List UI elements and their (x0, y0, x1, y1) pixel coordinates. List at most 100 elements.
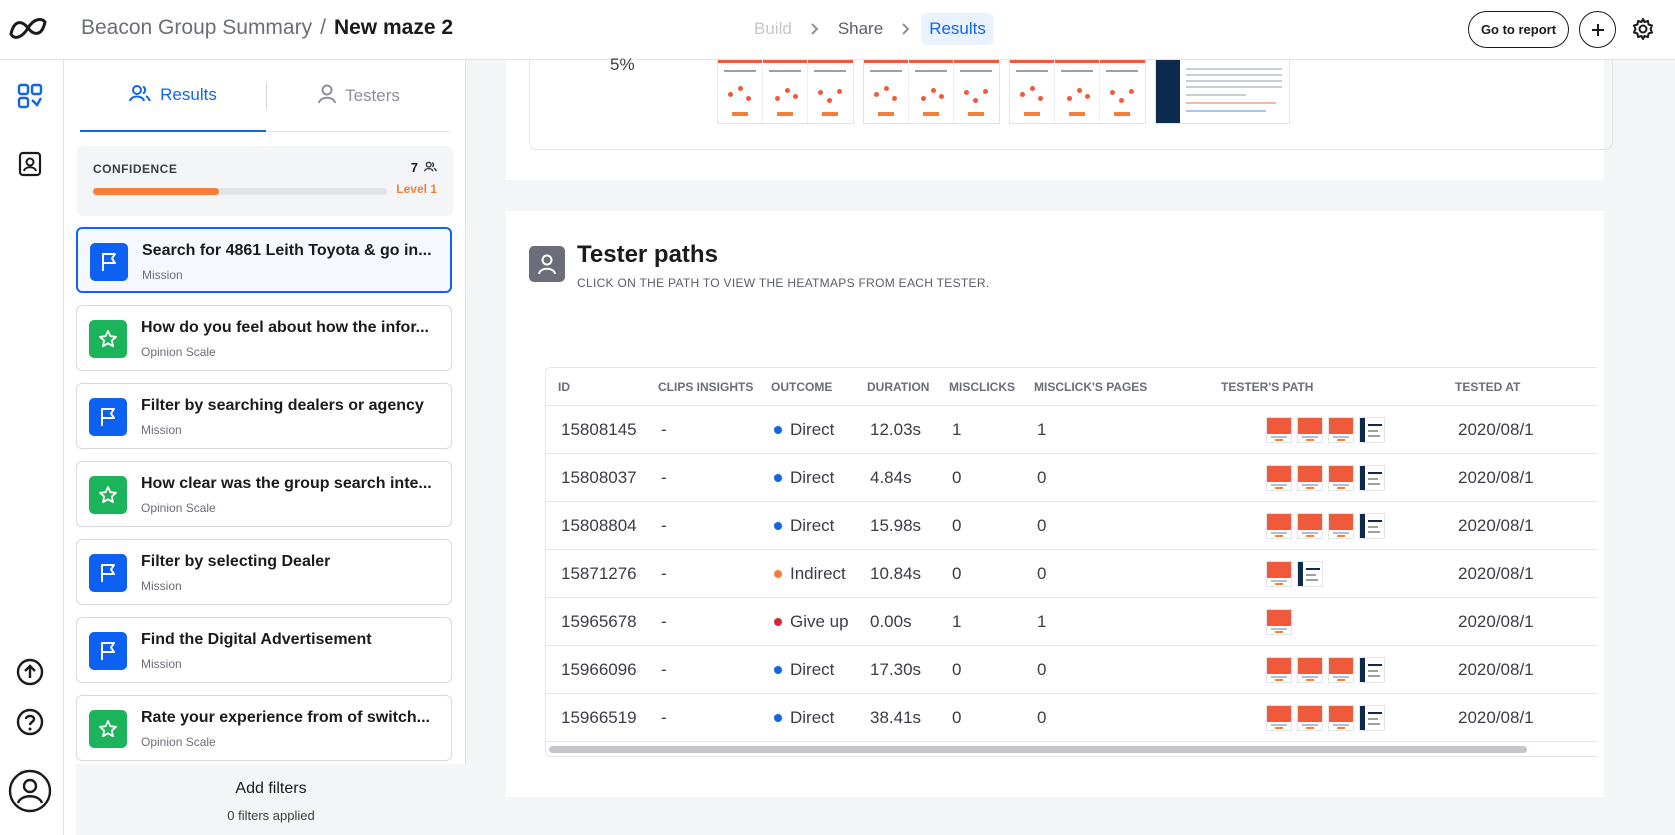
tester-path[interactable] (1266, 705, 1385, 731)
column-header[interactable]: MISCLICK'S PAGES (1034, 380, 1148, 394)
table-row[interactable]: 15966096 - Direct 17.30s 0 0 2020/08/1 (546, 646, 1597, 694)
tab-testers[interactable]: Testers (268, 60, 450, 132)
screen-thumbnail[interactable] (1328, 417, 1354, 443)
block-item[interactable]: Filter by selecting Dealer Mission (76, 539, 452, 605)
star-icon (89, 710, 127, 748)
tester-id[interactable]: 15808037 (561, 468, 637, 487)
path-screens-group[interactable] (863, 60, 1000, 124)
screen-thumbnail[interactable] (1359, 465, 1385, 491)
table-row[interactable]: 15808037 - Direct 4.84s 0 0 2020/08/1 (546, 454, 1597, 502)
column-header[interactable]: TESTED AT (1455, 380, 1521, 394)
tester-paths-title: Tester paths (577, 241, 718, 268)
tester-id[interactable]: 15965678 (561, 612, 637, 631)
table-row[interactable]: 15808804 - Direct 15.98s 0 0 2020/08/1 (546, 502, 1597, 550)
dashboard-screen-thumbnail[interactable] (1155, 60, 1290, 124)
table-row[interactable]: 15871276 - Indirect 10.84s 0 0 2020/08/1 (546, 550, 1597, 598)
chevron-right-icon (800, 12, 830, 46)
tester-path[interactable] (1266, 465, 1385, 491)
main-content: 5% (466, 55, 1675, 835)
breadcrumb-project[interactable]: Beacon Group Summary (81, 16, 313, 39)
flag-icon (89, 554, 127, 592)
block-item[interactable]: How clear was the group search inte... Op… (76, 461, 452, 527)
dashboard-icon[interactable] (10, 76, 50, 116)
screen-thumbnail[interactable] (1266, 657, 1292, 683)
block-item[interactable]: How do you feel about how the infor... Op… (76, 305, 452, 371)
screen-thumbnail[interactable] (1328, 465, 1354, 491)
path-screens-group[interactable] (1009, 60, 1146, 124)
tester-path[interactable] (1266, 513, 1385, 539)
screen-thumbnail[interactable] (1297, 513, 1323, 539)
outcome: Direct (774, 708, 834, 728)
screen-thumbnail[interactable] (1266, 609, 1292, 635)
upload-icon[interactable] (10, 652, 50, 692)
help-icon[interactable] (10, 702, 50, 742)
screen-thumbnail[interactable] (1297, 657, 1323, 683)
clips-insights: - (661, 612, 667, 631)
tester-path[interactable] (1266, 417, 1385, 443)
block-type: Mission (141, 657, 182, 671)
tab-testers-label: Testers (345, 86, 400, 105)
block-item[interactable]: Search for 4861 Leith Toyota & go in... M… (76, 227, 452, 293)
screen-thumbnail[interactable] (1359, 513, 1385, 539)
tester-id[interactable]: 15966096 (561, 660, 637, 679)
block-item[interactable]: Rate your experience from of switch... Op… (76, 695, 452, 761)
table-row[interactable]: 15808145 - Direct 12.03s 1 1 2020/08/1 (546, 406, 1597, 454)
screen-thumbnail[interactable] (1328, 513, 1354, 539)
filters-footer[interactable]: Add filters 0 filters applied (76, 764, 466, 835)
screen-thumbnail[interactable] (1266, 561, 1292, 587)
screen-thumbnail[interactable] (1297, 705, 1323, 731)
tester-id[interactable]: 15871276 (561, 564, 637, 583)
tester-id[interactable]: 15808804 (561, 516, 637, 535)
plus-icon[interactable] (1579, 11, 1616, 48)
breadcrumb-maze-name[interactable]: New maze 2 (333, 16, 454, 39)
gear-icon[interactable] (1627, 13, 1659, 45)
go-to-report-button[interactable]: Go to report (1468, 11, 1569, 48)
scrollbar-thumb[interactable] (549, 746, 1527, 753)
duration: 12.03s (870, 420, 922, 439)
column-header[interactable]: OUTCOME (771, 380, 833, 394)
screen-thumbnail[interactable] (1266, 705, 1292, 731)
step-build[interactable]: Build (754, 19, 792, 38)
tester-id[interactable]: 15966519 (561, 708, 637, 727)
path-screens-group[interactable] (717, 60, 854, 124)
misclicks: 1 (952, 420, 962, 439)
tester-paths-card: Tester paths CLICK ON THE PATH TO VIEW T… (506, 211, 1604, 797)
tester-id[interactable]: 15808145 (561, 420, 637, 439)
tester-path[interactable] (1266, 561, 1323, 587)
screen-thumbnail[interactable] (1297, 465, 1323, 491)
screen-thumbnail[interactable] (1297, 417, 1323, 443)
horizontal-scrollbar[interactable] (546, 744, 1597, 754)
contacts-book-icon[interactable] (10, 144, 50, 184)
breadcrumb: Beacon Group Summary / New maze 2 (81, 16, 453, 40)
block-item[interactable]: Filter by searching dealers or agency Mis… (76, 383, 452, 449)
screen-thumbnail[interactable] (1359, 705, 1385, 731)
tester-path[interactable] (1266, 657, 1385, 683)
block-item[interactable]: Find the Digital Advertisement Mission (76, 617, 452, 683)
column-header[interactable]: MISCLICKS (949, 380, 1015, 394)
table-row[interactable]: 15965678 - Give up 0.00s 1 1 2020/08/1 (546, 598, 1597, 646)
add-filters-button[interactable]: Add filters (235, 780, 307, 797)
step-results[interactable]: Results (921, 13, 994, 45)
tab-results[interactable]: Results (80, 60, 266, 132)
column-header[interactable]: ID (558, 380, 570, 394)
screen-thumbnail[interactable] (1297, 561, 1323, 587)
screen-thumbnail[interactable] (1266, 513, 1292, 539)
tester-path[interactable] (1266, 609, 1292, 635)
duration: 4.84s (870, 468, 912, 487)
screen-thumbnail[interactable] (1328, 705, 1354, 731)
column-header[interactable]: CLIPS INSIGHTS (658, 380, 754, 394)
block-title: How clear was the group search inte... (141, 475, 432, 492)
screen-thumbnail[interactable] (1328, 657, 1354, 683)
screen-thumbnail[interactable] (1359, 657, 1385, 683)
table-row[interactable]: 15966519 - Direct 38.41s 0 0 2020/08/1 (546, 694, 1597, 742)
maze-logo-icon[interactable] (8, 14, 56, 46)
step-share[interactable]: Share (837, 19, 884, 38)
column-header[interactable]: DURATION (867, 380, 930, 394)
path-summary-card: 5% (506, 55, 1613, 180)
screen-thumbnail[interactable] (1359, 417, 1385, 443)
screen-thumbnail[interactable] (1266, 465, 1292, 491)
column-header[interactable]: TESTER'S PATH (1221, 380, 1314, 394)
user-avatar-icon[interactable] (7, 768, 53, 814)
misclicks: 0 (952, 468, 962, 487)
screen-thumbnail[interactable] (1266, 417, 1292, 443)
